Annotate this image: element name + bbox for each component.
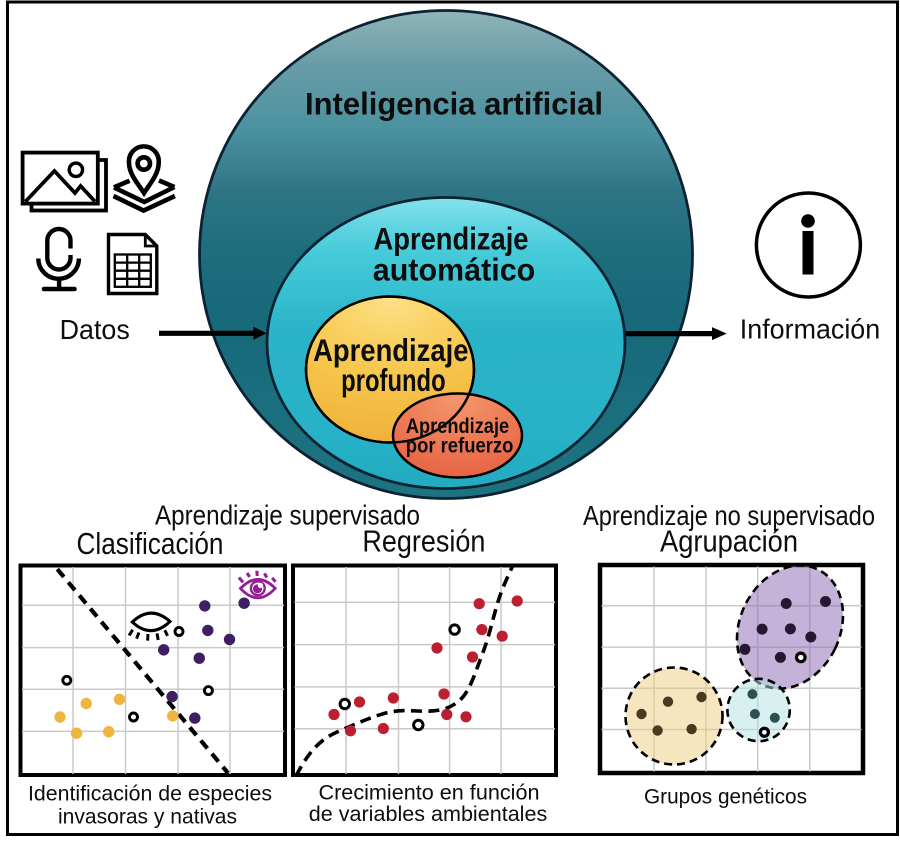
svg-text:Datos: Datos xyxy=(60,314,130,345)
svg-text:de variables ambientales: de variables ambientales xyxy=(309,802,548,826)
svg-text:profundo: profundo xyxy=(341,362,446,398)
svg-text:Aprendizaje supervisado: Aprendizaje supervisado xyxy=(155,500,420,531)
svg-text:Aprendizaje: Aprendizaje xyxy=(374,220,529,256)
svg-text:por refuerzo: por refuerzo xyxy=(406,435,514,458)
svg-text:Crecimiento en función: Crecimiento en función xyxy=(319,780,540,804)
svg-text:Identificación de especies: Identificación de especies xyxy=(28,781,272,805)
svg-text:automático: automático xyxy=(373,251,536,287)
svg-text:Agrupación: Agrupación xyxy=(660,524,798,559)
svg-text:Clasificación: Clasificación xyxy=(77,526,224,561)
svg-text:Información: Información xyxy=(740,314,880,345)
svg-text:Aprendizaje: Aprendizaje xyxy=(406,415,509,438)
svg-text:Aprendizaje: Aprendizaje xyxy=(313,332,468,368)
svg-text:invasoras y nativas: invasoras y nativas xyxy=(58,805,237,829)
svg-text:Aprendizaje no supervisado: Aprendizaje no supervisado xyxy=(583,500,875,531)
svg-text:Grupos genéticos: Grupos genéticos xyxy=(644,785,807,809)
svg-text:Inteligencia artificial: Inteligencia artificial xyxy=(305,86,603,122)
svg-text:Regresión: Regresión xyxy=(362,524,485,559)
